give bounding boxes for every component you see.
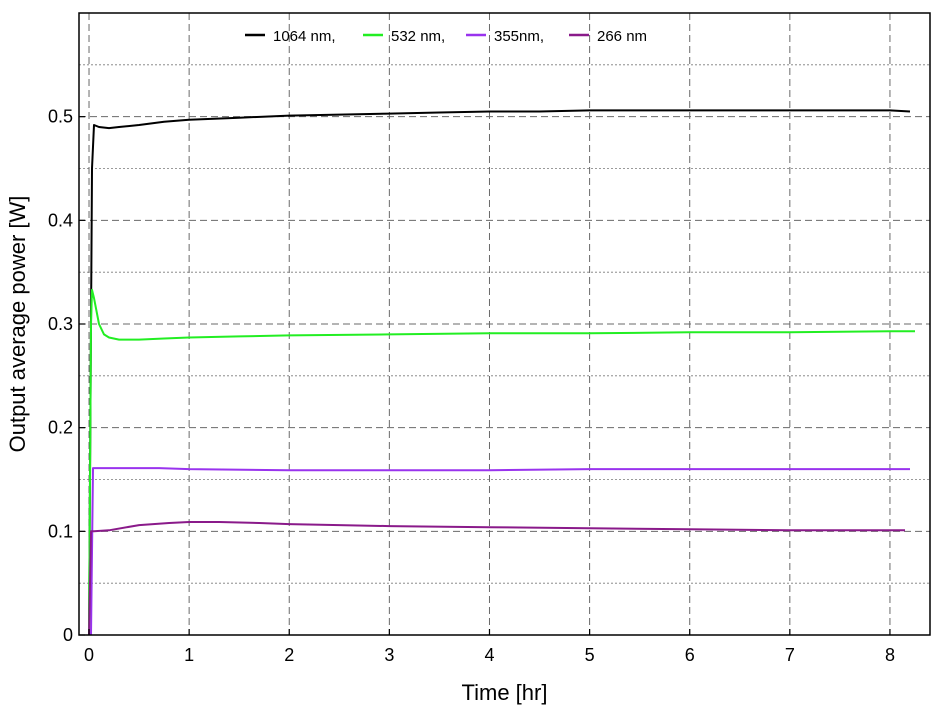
series-line <box>88 288 915 636</box>
series-line <box>88 109 911 636</box>
series-line <box>90 467 910 636</box>
y-tick-label: 0.3 <box>48 314 73 334</box>
legend-item: 532 nm, <box>363 28 445 45</box>
legend-label: 355nm, <box>494 28 544 45</box>
legend-label: 1064 nm, <box>273 28 336 45</box>
x-tick-label: 5 <box>585 645 595 665</box>
series-lines <box>88 109 915 636</box>
y-axis-label: Output average power [W] <box>5 196 30 453</box>
grid <box>79 13 930 635</box>
x-tick-label: 7 <box>785 645 795 665</box>
x-tick-label: 6 <box>685 645 695 665</box>
series-line <box>88 521 905 636</box>
x-axis-label: Time [hr] <box>462 680 548 705</box>
x-tick-label: 2 <box>284 645 294 665</box>
y-tick-label: 0.2 <box>48 418 73 438</box>
y-tick-label: 0 <box>63 625 73 645</box>
ticks: 0 1 2 3 4 5 6 7 8 0 0.1 0.2 0.3 0.4 0.5 <box>48 107 895 665</box>
x-tick-label: 1 <box>184 645 194 665</box>
x-tick-label: 4 <box>484 645 494 665</box>
x-tick-label: 3 <box>384 645 394 665</box>
legend-item: 266 nm <box>569 28 647 45</box>
legend-label: 266 nm <box>597 28 647 45</box>
y-tick-label: 0.1 <box>48 521 73 541</box>
x-tick-label: 0 <box>84 645 94 665</box>
legend-item: 355nm, <box>466 28 544 45</box>
x-tick-label: 8 <box>885 645 895 665</box>
y-tick-label: 0.4 <box>48 210 73 230</box>
legend-label: 532 nm, <box>391 28 445 45</box>
legend-item: 1064 nm, <box>245 28 336 45</box>
legend: 1064 nm, 532 nm, 355nm, 266 nm <box>245 28 647 45</box>
y-tick-label: 0.5 <box>48 107 73 127</box>
